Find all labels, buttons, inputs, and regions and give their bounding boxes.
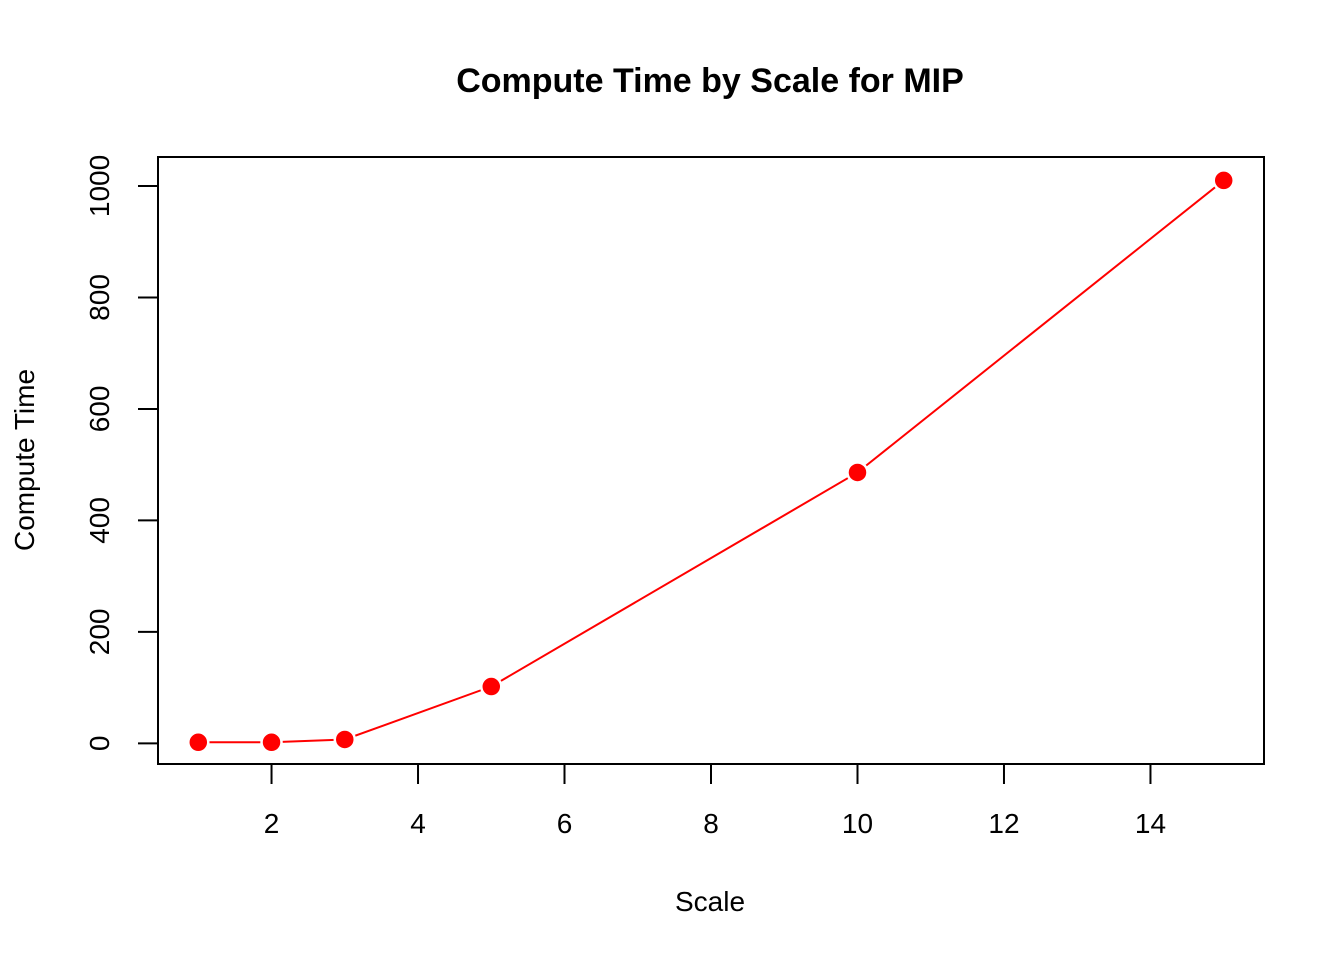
y-axis-label: Compute Time — [9, 369, 40, 551]
data-point — [1212, 169, 1235, 192]
y-tick-label: 200 — [84, 609, 115, 656]
data-point — [187, 731, 210, 754]
data-point — [846, 461, 869, 484]
x-axis: 2 4 6 8 10 12 14 — [264, 763, 1166, 839]
x-tick-label: 6 — [557, 808, 573, 839]
series-line — [198, 179, 1225, 744]
data-point — [260, 731, 283, 754]
y-tick-label: 1000 — [84, 155, 115, 217]
y-tick-label: 600 — [84, 386, 115, 433]
chart-title: Compute Time by Scale for MIP — [456, 62, 964, 100]
x-tick-label: 8 — [703, 808, 719, 839]
x-tick-label: 4 — [410, 808, 426, 839]
x-tick-label: 10 — [842, 808, 873, 839]
y-tick-label: 800 — [84, 274, 115, 321]
x-tick-label: 12 — [988, 808, 1019, 839]
data-points — [187, 169, 1235, 754]
x-axis-label: Scale — [675, 886, 745, 917]
data-point — [480, 675, 503, 698]
plot-frame — [157, 156, 1265, 765]
y-tick-label: 400 — [84, 497, 115, 544]
data-point — [333, 728, 357, 751]
x-tick-label: 2 — [264, 808, 280, 839]
x-tick-label: 14 — [1135, 808, 1166, 839]
y-axis: 0 200 400 600 800 1000 — [84, 155, 159, 752]
y-tick-label: 0 — [84, 736, 115, 752]
